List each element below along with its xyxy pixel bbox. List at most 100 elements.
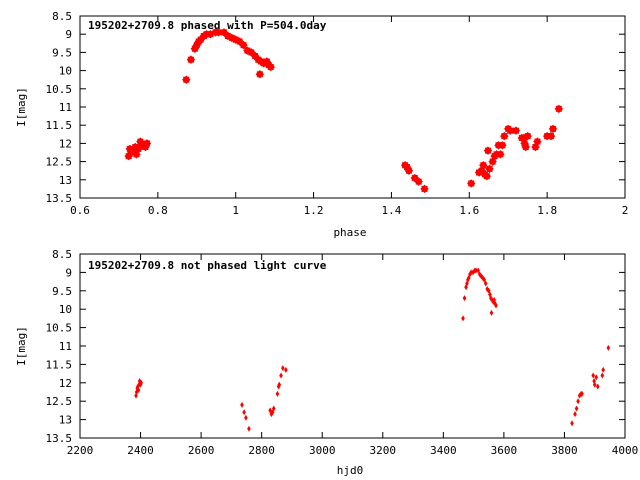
unphased-x-tick-label: 2800 [248,444,275,457]
unphased-data-point [570,420,574,427]
phased-x-tick-label: 1.4 [381,204,401,217]
unphased-x-tick-label: 3200 [370,444,397,457]
unphased-data-point [136,383,140,390]
phased-data-point-core [501,133,508,140]
phased-y-tick-label: 13 [59,174,72,187]
phased-data-point-core [240,42,247,49]
phased-data-point-core [404,164,410,171]
phased-data-point-core [236,38,243,45]
phased-x-tick-label: 0.6 [70,204,90,217]
phased-data-point-core [421,185,428,192]
phased-data-point-core [191,45,198,52]
phased-data-point-core [497,151,504,158]
phased-data-point-core [405,167,412,174]
phased-data-point-core [232,36,239,43]
unphased-data-point [137,377,142,384]
phased-data-point-core [478,167,485,174]
unphased-data-point [136,387,141,394]
phased-data-point-core [252,53,259,60]
unphased-x-tick-label: 3400 [430,444,457,457]
unphased-data-point [606,344,611,351]
phased-data-point-core [411,174,418,181]
phased-data-point-core [532,144,539,151]
phased-data-point-core [132,144,139,151]
unphased-y-tick-label: 13 [59,414,72,427]
phased-data-point-core [260,60,267,67]
phased-y-tick-label: 10.5 [46,83,73,96]
unphased-x-axis-label: hjd0 [337,464,364,477]
unphased-x-tick-label: 3800 [551,444,578,457]
unphased-data-point [279,372,283,379]
phased-y-tick-label: 9 [65,28,72,41]
phased-data-point-core [137,138,144,145]
phased-data-point-core [548,133,555,140]
phased-x-axis-label: phase [333,226,366,239]
phased-data-point-core [133,151,140,158]
phased-data-point-core [484,147,491,154]
unphased-chart-title: 195202+2709.8 not phased light curve [88,259,327,272]
phased-x-tick-label: 1 [232,204,239,217]
unphased-data-point [573,411,577,418]
unphased-plot-frame [79,253,626,439]
unphased-data-point [461,315,465,322]
phased-y-axis-label: I[mag] [15,87,28,127]
phased-data-point-core [215,29,222,36]
unphased-y-tick-label: 12 [59,377,72,390]
unphased-data-point [491,298,496,305]
unphased-x-tick-label: 3000 [309,444,336,457]
unphased-data-point [576,398,580,405]
unphased-data-point [483,280,488,287]
phased-x-tick-label: 0.8 [148,204,168,217]
unphased-y-tick-label: 11.5 [46,358,73,371]
phased-data-point-core [256,71,263,78]
phased-data-point-core [207,31,214,38]
unphased-light-curve-panel: 195202+2709.8 not phased light curve hjd… [15,248,638,477]
phased-data-point-core [489,158,496,165]
unphased-data-point [242,409,246,416]
phased-data-point-core [524,133,531,140]
phased-data-point-core [513,127,519,134]
phased-data-point-core [125,153,132,160]
phased-data-point-core [126,145,133,152]
unphased-data-point [595,383,600,390]
unphased-data-point [601,366,605,373]
phased-y-tick-label: 11 [59,101,72,114]
phased-x-tick-label: 1.2 [304,204,324,217]
unphased-x-tick-label: 2600 [188,444,215,457]
unphased-data-point [284,366,288,373]
phased-data-point-core [142,144,149,151]
unphased-y-tick-label: 8.5 [52,248,72,261]
phased-data-point-core [468,180,475,187]
phased-data-point-core [187,56,194,63]
phased-data-point-core [224,33,231,40]
phased-data-point-core [499,142,506,149]
unphased-x-tick-label: 2400 [127,444,154,457]
phased-data-point-core [415,178,422,185]
unphased-y-tick-label: 9.5 [52,285,72,298]
unphased-data-point [247,425,251,432]
phased-data-point-core [267,63,274,70]
phased-data-point-core [521,140,528,147]
unphased-data-point [277,381,282,388]
phased-y-tick-label: 12 [59,137,72,150]
phased-plot-frame [79,15,626,199]
unphased-data-point [271,405,276,412]
phased-data-point-core [483,173,490,180]
unphased-data-point [476,267,480,274]
phased-data-point-core [522,144,529,151]
phased-y-tick-label: 13.5 [46,192,73,205]
phased-data-point-core [197,36,204,43]
unphased-data-point [281,365,285,372]
unphased-data-point [489,309,494,316]
unphased-data-point [591,372,596,379]
phased-data-point-core [139,142,146,149]
phased-x-tick-label: 2 [622,204,629,217]
phased-data-point-core [130,147,137,154]
unphased-data-point [139,379,143,386]
phased-x-tick-label: 1.8 [537,204,557,217]
unphased-data-point [479,273,483,280]
phased-data-point-core [534,138,541,145]
phased-data-point-core [143,140,150,147]
unphased-x-tick-label: 3600 [491,444,518,457]
